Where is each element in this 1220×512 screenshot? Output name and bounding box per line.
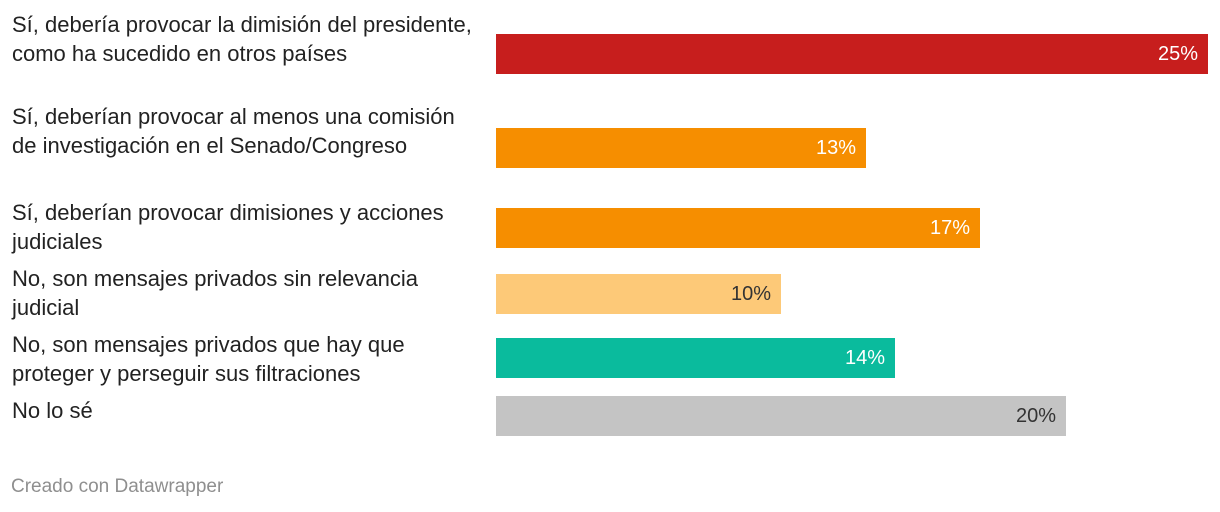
bar: 17% <box>496 208 980 248</box>
bar: 14% <box>496 338 895 378</box>
category-label: No lo sé <box>12 398 93 423</box>
bar: 25% <box>496 34 1208 74</box>
bar: 13% <box>496 128 866 168</box>
category-label: Sí, deberían provocar dimisiones y accio… <box>12 200 444 254</box>
datawrapper-credit: Creado con Datawrapper <box>11 476 224 497</box>
value-label: 13% <box>815 137 856 159</box>
bar: 20% <box>496 396 1066 436</box>
category-label: No, son mensajes privados sin relevancia… <box>12 266 418 320</box>
value-label: 10% <box>730 283 771 305</box>
value-label: 14% <box>844 347 885 369</box>
bar: 10% <box>496 274 781 314</box>
value-label: 20% <box>1015 405 1056 427</box>
value-label: 25% <box>1157 43 1198 65</box>
bar-chart: Sí, debería provocar la dimisión del pre… <box>12 12 1208 436</box>
category-label: No, son mensajes privados que hay que pr… <box>12 332 405 386</box>
value-label: 17% <box>929 217 970 239</box>
category-label: Sí, debería provocar la dimisión del pre… <box>12 12 472 66</box>
category-label: Sí, deberían provocar al menos una comis… <box>12 104 455 158</box>
